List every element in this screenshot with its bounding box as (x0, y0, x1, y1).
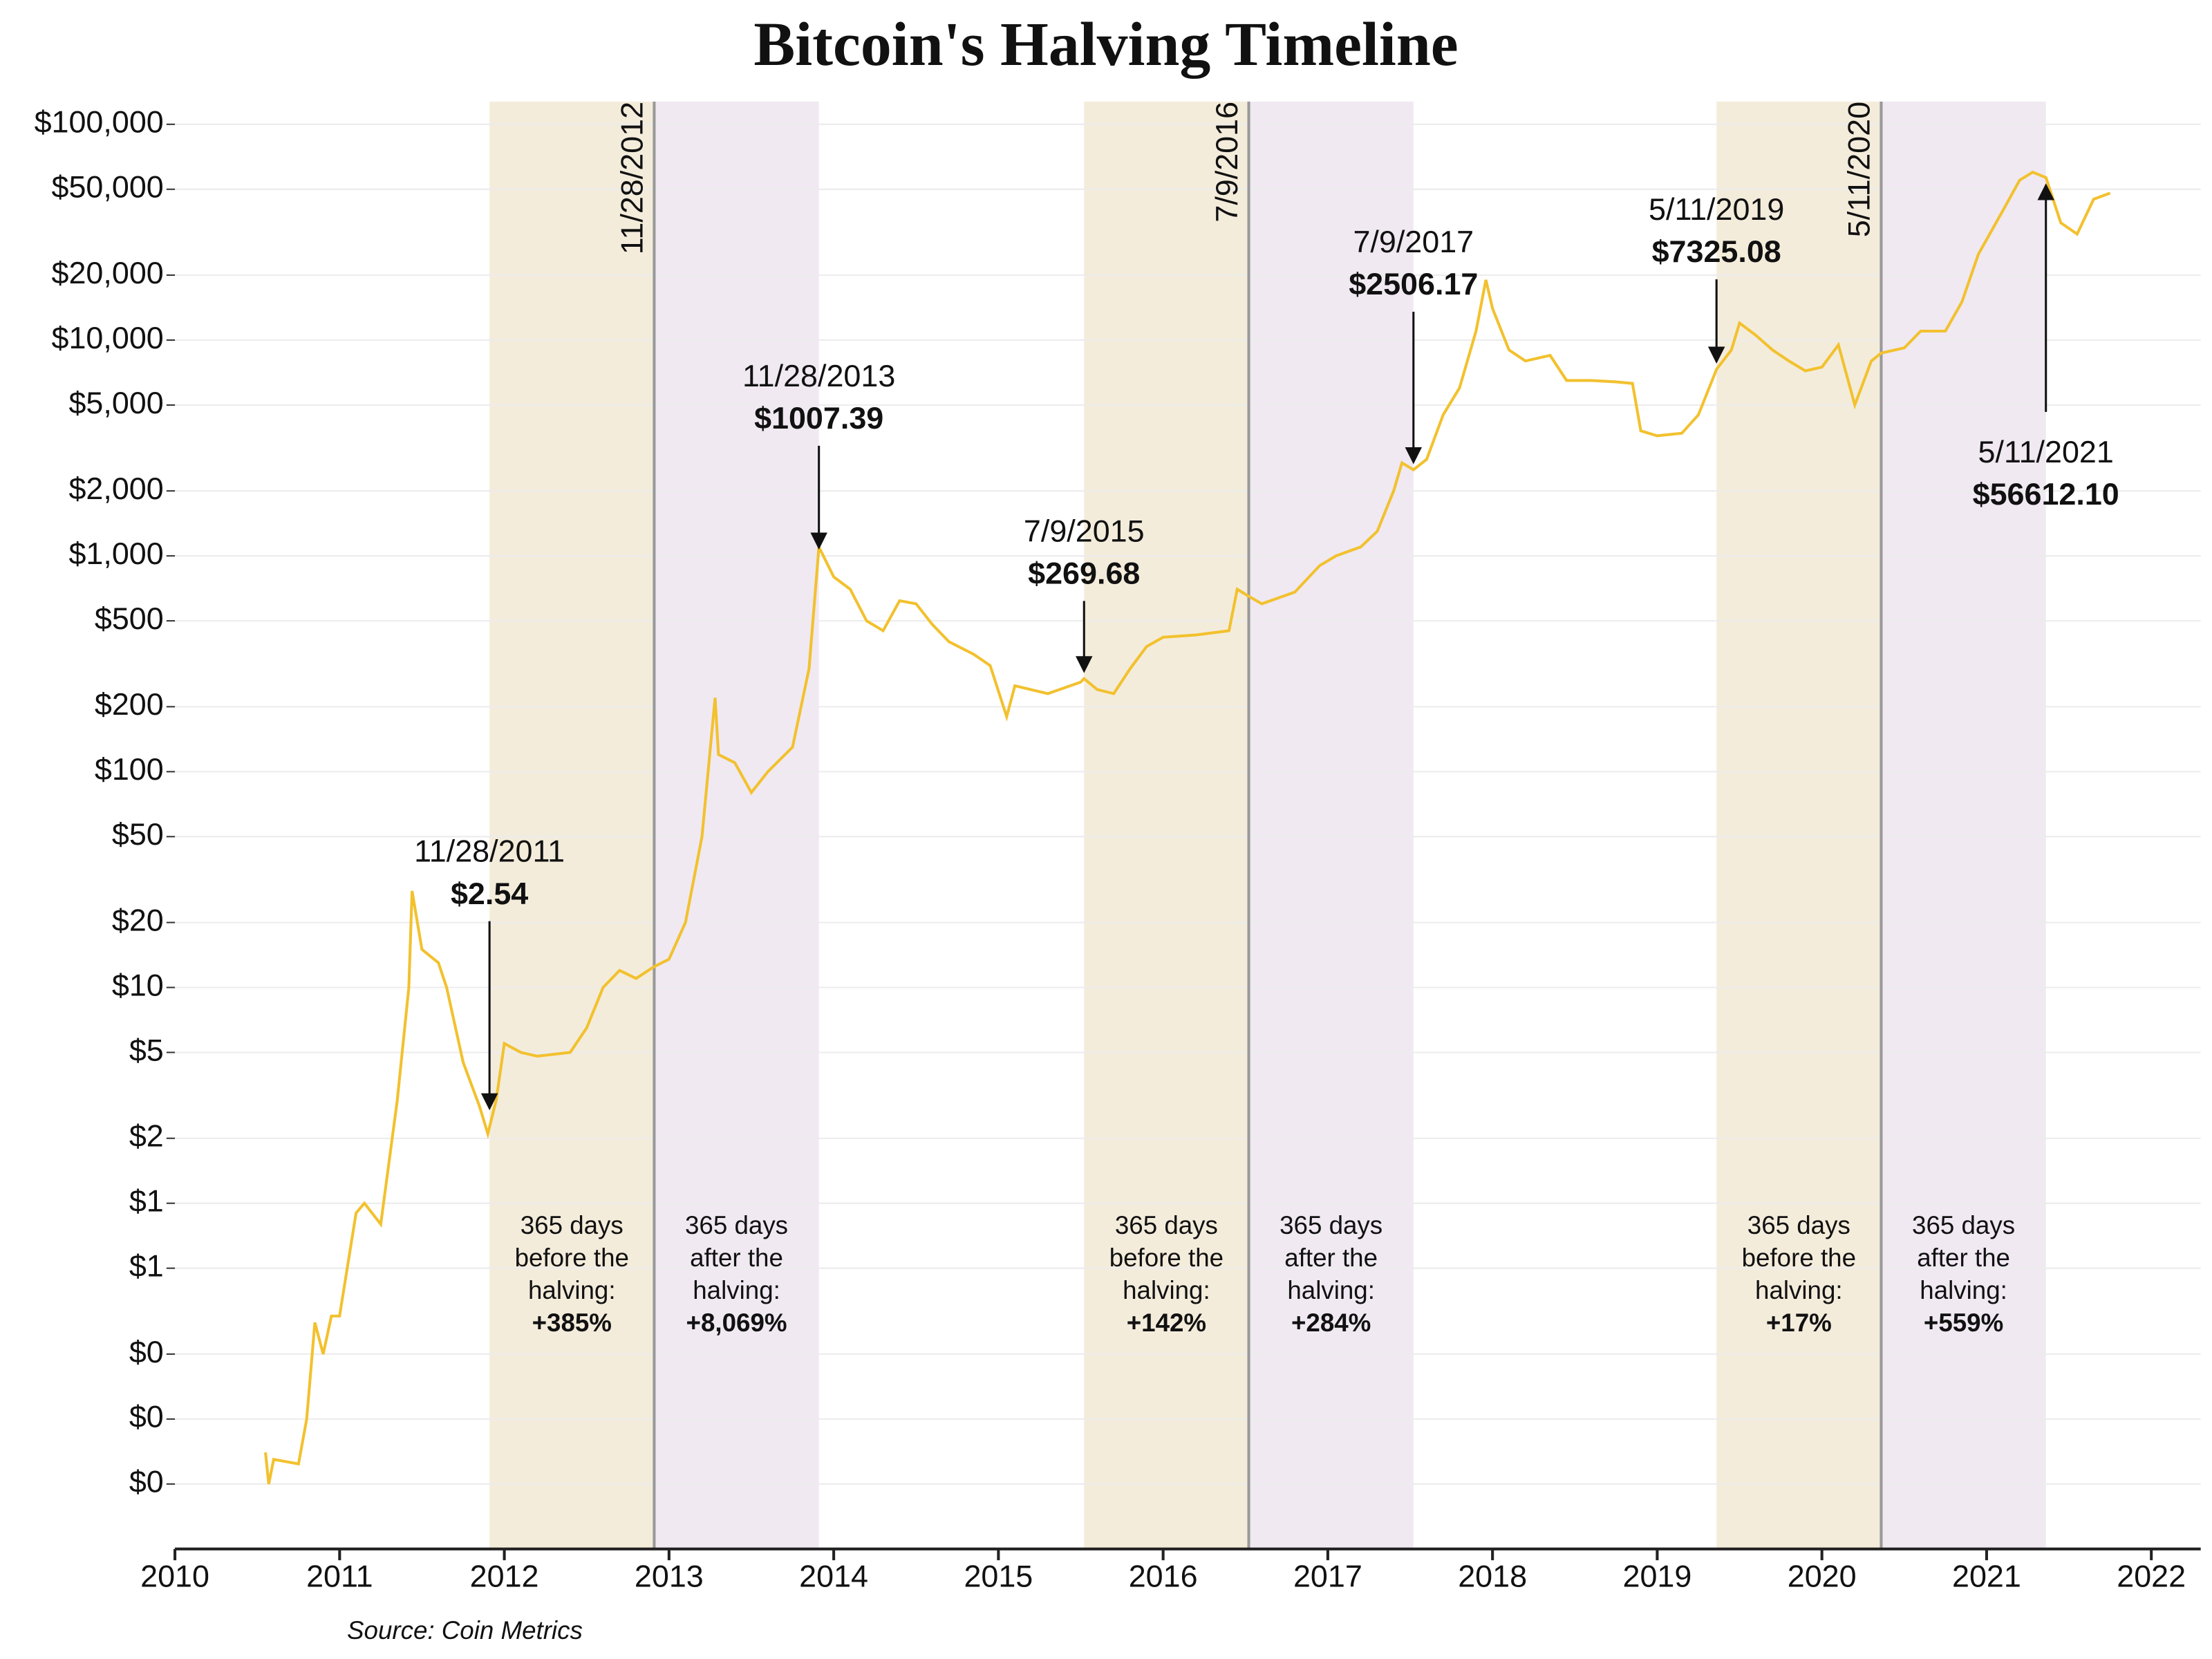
annotation-price: $2.54 (451, 876, 528, 911)
halving-change: +142% (1127, 1309, 1206, 1337)
y-tick-label: $2 (129, 1118, 164, 1154)
before-band (489, 101, 655, 1549)
after-band (654, 101, 819, 1549)
halving-note: 365 days (521, 1211, 624, 1239)
chart-title: Bitcoin's Halving Timeline (753, 10, 1458, 79)
halving-note: halving: (693, 1276, 780, 1304)
halving-note: 365 days (1115, 1211, 1218, 1239)
x-tick-label: 2020 (1788, 1559, 1857, 1594)
x-tick-label: 2016 (1129, 1559, 1198, 1594)
grid (175, 123, 2201, 1485)
halving-note: halving: (1920, 1276, 2007, 1304)
halving-note: halving: (1123, 1276, 1210, 1304)
annotation-date: 7/9/2015 (1024, 513, 1145, 548)
halving-date: 7/9/2016 (1209, 102, 1244, 223)
annotation-price: $56612.10 (1973, 476, 2119, 512)
annotation-date: 5/11/2019 (1649, 191, 1784, 227)
y-tick-label: $1,000 (68, 536, 163, 571)
halving-change: +559% (1924, 1309, 2003, 1337)
halving-note: before the (515, 1244, 629, 1272)
annotation-price: $1007.39 (754, 400, 883, 435)
bands (489, 101, 2046, 1549)
annotation-price: $269.68 (1028, 556, 1140, 591)
halving-note: after the (1917, 1244, 2010, 1272)
annotation-price: $7325.08 (1652, 234, 1781, 269)
halving-change: +284% (1291, 1309, 1371, 1337)
x-tick-label: 2022 (2117, 1559, 2186, 1594)
x-tick-label: 2014 (799, 1559, 868, 1594)
y-tick-label: $0 (129, 1399, 164, 1434)
annotation-date: 11/28/2011 (414, 834, 565, 869)
y-tick-label: $20 (112, 902, 164, 937)
y-tick-label: $20,000 (52, 255, 164, 290)
annotation-date: 11/28/2013 (742, 358, 895, 393)
halving-date: 11/28/2012 (615, 102, 650, 254)
x-tick-label: 2010 (140, 1559, 209, 1594)
halving-date: 5/11/2020 (1841, 102, 1877, 237)
y-tick-label: $100,000 (35, 104, 164, 140)
annotation-price: $2506.17 (1349, 266, 1478, 301)
x-tick-label: 2013 (635, 1559, 704, 1594)
halving-note: after the (690, 1244, 783, 1272)
halving-note: halving: (1755, 1276, 1843, 1304)
y-tick-label: $200 (95, 686, 164, 722)
halving-change: +385% (532, 1309, 612, 1337)
halving-note: halving: (1287, 1276, 1375, 1304)
halving-note: after the (1284, 1244, 1378, 1272)
halving-change: +17% (1766, 1309, 1832, 1337)
halving-note: before the (1742, 1244, 1856, 1272)
y-tick-label: $0 (129, 1334, 164, 1369)
y-tick-label: $5 (129, 1032, 164, 1067)
after-band (1248, 101, 1414, 1549)
halving-note: halving: (528, 1276, 616, 1304)
halving-note: before the (1109, 1244, 1224, 1272)
annotation-date: 5/11/2021 (1978, 434, 2114, 469)
y-tick-label: $10 (112, 967, 164, 1002)
x-tick-label: 2019 (1622, 1559, 1691, 1594)
x-tick-label: 2021 (1952, 1559, 2021, 1594)
annotation-date: 7/9/2017 (1353, 224, 1474, 259)
y-tick-label: $1 (129, 1183, 164, 1219)
y-tick-label: $5,000 (68, 385, 163, 420)
halving-note: 365 days (685, 1211, 788, 1239)
y-tick-label: $50 (112, 816, 164, 852)
y-tick-label: $50,000 (52, 169, 164, 205)
x-tick-label: 2015 (964, 1559, 1033, 1594)
x-tick-label: 2012 (470, 1559, 539, 1594)
halving-note: 365 days (1280, 1211, 1382, 1239)
price-line (264, 170, 2111, 1485)
x-tick-label: 2017 (1293, 1559, 1362, 1594)
halving-note: 365 days (1912, 1211, 2015, 1239)
y-tick-label: $10,000 (52, 320, 164, 355)
x-tick-label: 2018 (1458, 1559, 1527, 1594)
y-tick-label: $500 (95, 601, 164, 636)
x-tick-label: 2011 (306, 1559, 373, 1594)
halving-change: +8,069% (686, 1309, 787, 1337)
before-band (1084, 101, 1249, 1549)
source: Source: Coin Metrics (347, 1616, 583, 1644)
y-tick-label: $0 (129, 1464, 164, 1499)
y-tick-label: $100 (95, 751, 164, 787)
halving-note: 365 days (1747, 1211, 1850, 1239)
before-band (1716, 101, 1882, 1549)
y-tick-label: $1 (129, 1248, 164, 1284)
y-tick-label: $2,000 (68, 471, 163, 506)
